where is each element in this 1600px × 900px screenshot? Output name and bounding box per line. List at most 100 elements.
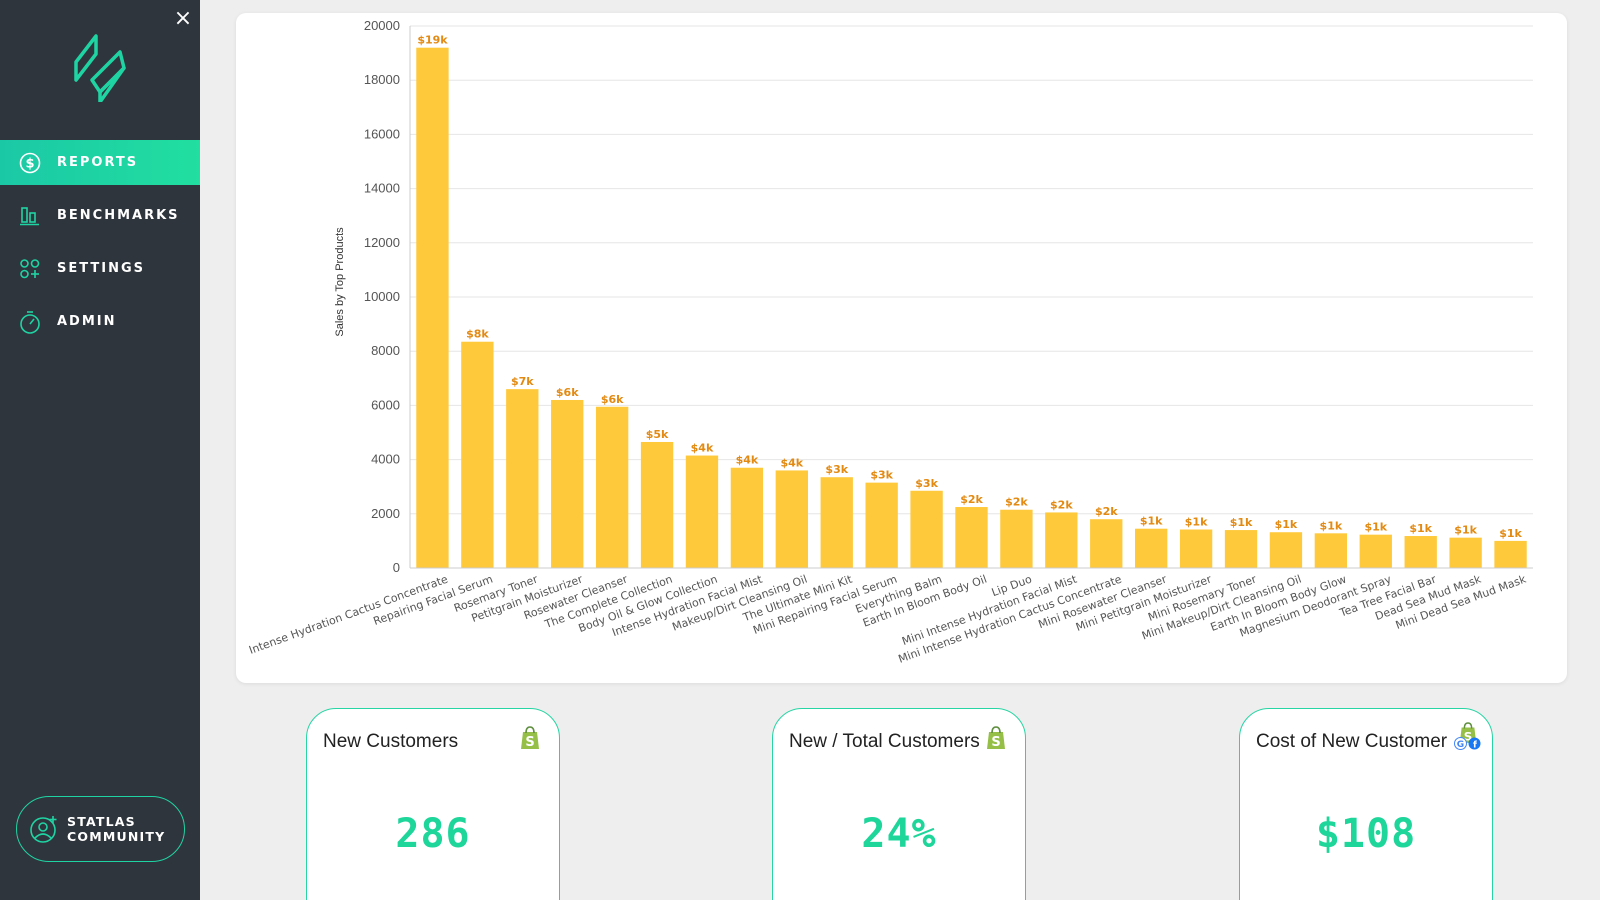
bar-data-label: $3k — [825, 463, 848, 476]
community-label-line1: STATLAS — [67, 814, 136, 829]
kpi-value: 286 — [395, 811, 471, 857]
community-label-line2: COMMUNITY — [67, 829, 166, 844]
top-products-chart-card: 0 2000 4000 6000 8000 10000 12000 14000 16000 180… — [236, 13, 1567, 683]
y-tick-label: 4000 — [371, 452, 400, 467]
bar — [1359, 534, 1392, 568]
bar — [506, 389, 539, 568]
bar-data-label: $1k — [1140, 515, 1163, 528]
x-tick-label: Intense Hydration Cactus Concentrate — [247, 573, 450, 657]
bar — [730, 467, 764, 568]
y-tick-label: 10000 — [364, 289, 400, 304]
y-tick-label: 18000 — [364, 72, 400, 87]
bar-data-label: $1k — [1320, 519, 1343, 532]
shopify-icon: S — [987, 726, 1005, 750]
kpi-title: Cost of New Customer — [1256, 731, 1448, 752]
bar — [1000, 509, 1033, 568]
kpi-card-new-total-customers: New / Total Customers S 24% — [772, 708, 1026, 900]
y-axis-label: Sales by Top Products — [334, 227, 346, 337]
kpi-title: New / Total Customers — [789, 731, 980, 752]
bar — [1045, 512, 1078, 568]
sidebar-item-benchmarks[interactable]: BENCHMARKS — [0, 193, 200, 238]
sidebar-item-label: BENCHMARKS — [57, 208, 180, 223]
bar-data-label: $3k — [870, 469, 893, 482]
bar — [1179, 529, 1213, 568]
sidebar-item-label: REPORTS — [57, 155, 139, 170]
sidebar-item-label: ADMIN — [57, 314, 117, 329]
bar-data-label: $1k — [1454, 524, 1477, 537]
bar — [1404, 536, 1437, 568]
close-icon[interactable]: × — [173, 6, 193, 31]
user-plus-icon — [30, 816, 57, 843]
sidebar-item-admin[interactable]: ADMIN — [0, 299, 200, 344]
y-tick-label: 14000 — [364, 181, 400, 196]
bar-data-label: $1k — [1185, 516, 1208, 529]
bar-data-label: $1k — [1275, 518, 1298, 531]
sidebar-item-label: SETTINGS — [57, 261, 146, 276]
bar — [461, 341, 494, 568]
google-icon: G — [1454, 737, 1467, 750]
kpi-title: New Customers — [323, 731, 459, 752]
bar — [1494, 540, 1527, 568]
bar-data-label: $1k — [1230, 516, 1253, 529]
bar-data-label: $2k — [1005, 496, 1028, 509]
bar-data-label: $19k — [417, 34, 448, 47]
bar-data-label: $1k — [1499, 527, 1522, 540]
bar — [910, 490, 943, 568]
bar-data-label: $1k — [1409, 522, 1432, 535]
bar-data-label: $5k — [646, 428, 669, 441]
community-button[interactable]: STATLAS COMMUNITY — [16, 796, 185, 862]
y-tick-label: 2000 — [371, 506, 400, 521]
bar-data-label: $6k — [556, 386, 579, 399]
kpi-value: $108 — [1315, 811, 1417, 857]
bar — [1135, 528, 1168, 568]
bar — [416, 47, 449, 569]
sidebar-nav: $ REPORTS BENCHMARKS SETTINGS ADMIN — [0, 140, 200, 352]
bar — [1269, 532, 1303, 568]
y-tick-label: 12000 — [364, 235, 400, 250]
bar — [865, 482, 898, 568]
y-tick-label: 16000 — [364, 126, 400, 141]
statlas-logo-icon[interactable] — [70, 30, 132, 102]
bar-data-label: $4k — [736, 454, 759, 467]
sidebar-item-settings[interactable]: SETTINGS — [0, 246, 200, 291]
bar-columns-icon — [18, 204, 42, 228]
kpi-value: 24% — [861, 811, 937, 857]
dollar-circle-icon: $ — [18, 151, 42, 175]
y-tick-label: 0 — [393, 560, 400, 575]
svg-text:S: S — [1464, 729, 1473, 743]
bar-data-label: $2k — [1095, 505, 1118, 518]
grid-plus-icon — [18, 257, 42, 281]
bar — [1314, 533, 1348, 568]
bar-data-label: $4k — [691, 442, 714, 455]
bar-data-label: $3k — [915, 477, 938, 490]
bar-data-label: $7k — [511, 375, 534, 388]
sidebar: × $ REPORTS BENCHMARKS SETTINGS — [0, 0, 200, 900]
stopwatch-icon — [18, 310, 42, 334]
bar — [775, 470, 808, 568]
facebook-icon: f — [1468, 737, 1481, 750]
kpi-card-new-customers: New Customers S 286 — [306, 708, 560, 900]
bar-data-label: $6k — [601, 393, 624, 406]
bar — [1224, 530, 1258, 568]
top-products-bar-chart: 0 2000 4000 6000 8000 10000 12000 14000 16000 180… — [247, 18, 1533, 666]
bar — [685, 455, 719, 568]
bar — [820, 477, 853, 568]
bar-data-label: $2k — [1050, 498, 1073, 511]
svg-text:S: S — [525, 735, 534, 750]
bar — [1090, 519, 1123, 568]
bar — [640, 441, 674, 568]
svg-text:f: f — [1473, 741, 1477, 751]
svg-text:S: S — [991, 735, 1000, 750]
bar — [595, 406, 629, 568]
bar-data-label: $8k — [466, 328, 489, 341]
y-tick-label: 8000 — [371, 343, 400, 358]
bar-data-label: $1k — [1364, 521, 1387, 534]
kpi-card-cost-of-new-customer: Cost of New Customer S G f $108 — [1239, 708, 1493, 900]
bar — [955, 507, 988, 568]
bar — [1449, 537, 1482, 568]
svg-text:G: G — [1457, 740, 1464, 750]
bar-data-label: $2k — [960, 493, 983, 506]
sidebar-item-reports[interactable]: $ REPORTS — [0, 140, 200, 185]
y-tick-label: 20000 — [364, 18, 400, 33]
shopify-icon: S — [521, 726, 539, 750]
